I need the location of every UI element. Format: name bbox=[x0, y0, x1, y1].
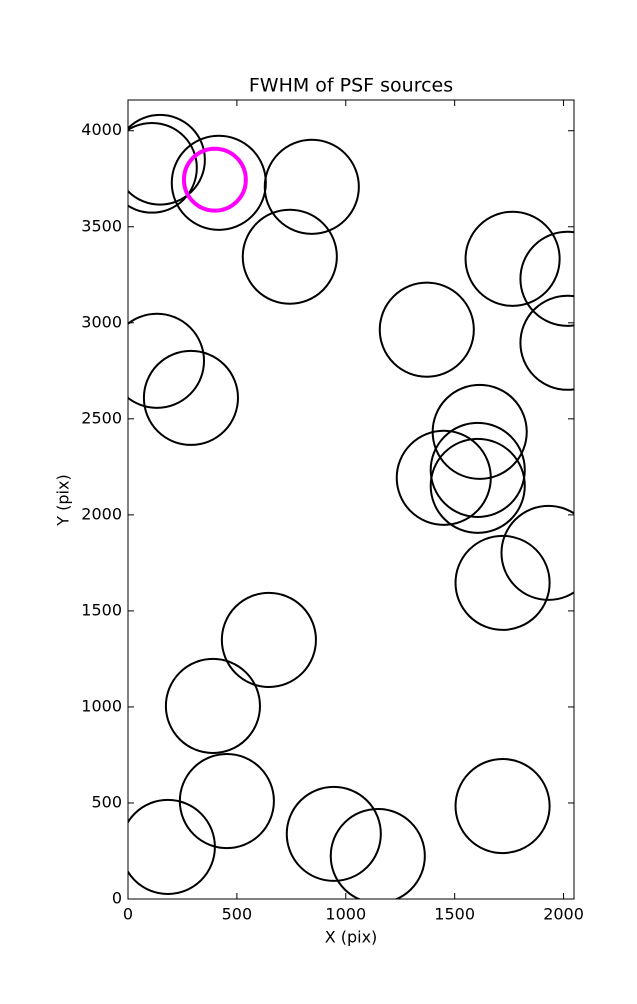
y-axis-label: Y (pix) bbox=[54, 474, 73, 526]
source-circle bbox=[464, 210, 561, 307]
plot-area bbox=[128, 113, 574, 899]
y-tick-label: 1500 bbox=[81, 600, 122, 619]
y-tick-label: 4000 bbox=[81, 120, 122, 139]
source-circle bbox=[431, 383, 528, 480]
x-axis-label: X (pix) bbox=[325, 928, 378, 947]
y-tick-label: 2000 bbox=[81, 504, 122, 523]
source-circle bbox=[220, 591, 317, 688]
y-tick-label: 1000 bbox=[81, 696, 122, 715]
source-circle bbox=[142, 349, 239, 446]
source-circle bbox=[128, 113, 206, 206]
source-circle bbox=[395, 429, 492, 526]
x-tick-label: 0 bbox=[123, 905, 133, 924]
source-circle bbox=[429, 421, 526, 518]
source-circle bbox=[519, 294, 574, 391]
y-tick-label: 3000 bbox=[81, 312, 122, 331]
source-circle bbox=[329, 807, 426, 899]
source-circle bbox=[128, 312, 205, 409]
source-circle bbox=[164, 657, 261, 755]
source-circle bbox=[241, 208, 338, 305]
x-tick-label: 2000 bbox=[543, 905, 584, 924]
source-circle bbox=[285, 785, 382, 882]
source-circle bbox=[519, 230, 574, 327]
y-tick-label: 0 bbox=[112, 889, 122, 908]
source-circle bbox=[128, 121, 198, 214]
source-circle bbox=[378, 281, 475, 378]
y-tick-label: 3500 bbox=[81, 216, 122, 235]
plot-frame bbox=[127, 99, 575, 900]
y-tick-label: 2500 bbox=[81, 408, 122, 427]
x-tick-label: 1000 bbox=[325, 905, 366, 924]
source-circle bbox=[500, 504, 574, 601]
x-tick-label: 500 bbox=[222, 905, 253, 924]
source-circle bbox=[128, 798, 216, 895]
chart-title: FWHM of PSF sources bbox=[249, 75, 453, 97]
source-circle bbox=[263, 138, 360, 235]
source-circle bbox=[429, 437, 526, 534]
source-circle bbox=[181, 146, 248, 213]
source-circle bbox=[178, 753, 275, 850]
y-tick-label: 500 bbox=[91, 792, 122, 811]
source-circle bbox=[454, 758, 551, 855]
x-tick-label: 1500 bbox=[434, 905, 475, 924]
source-circle bbox=[454, 534, 551, 631]
